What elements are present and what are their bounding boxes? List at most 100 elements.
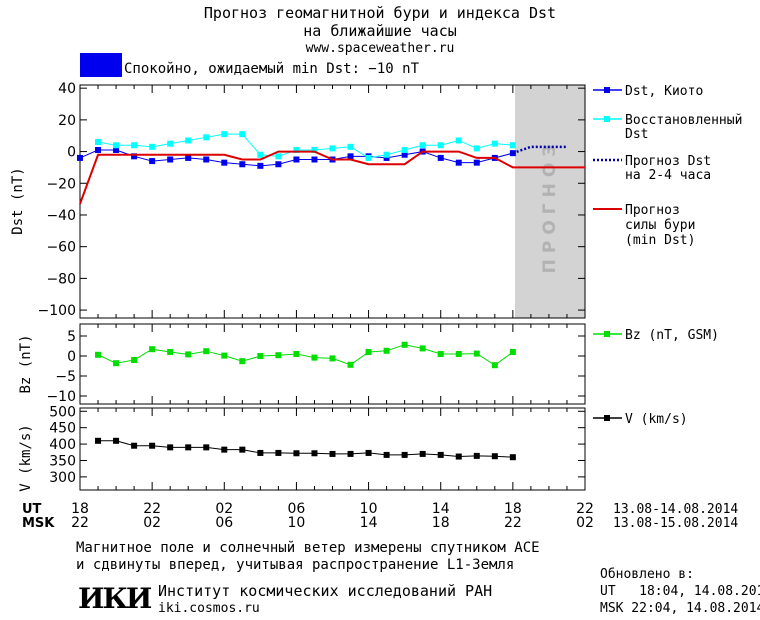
data-point-bz-0 [401, 341, 408, 348]
data-point-v-0 [95, 437, 102, 444]
data-point-dst-1 [347, 143, 354, 150]
ytick-label-dst: −20 [46, 176, 76, 192]
forecast-band [515, 85, 585, 318]
panel-frame-dst [79, 84, 586, 319]
ytick-label-v: 300 [49, 470, 76, 486]
msk-tick-label: 06 [215, 515, 233, 531]
data-point-dst-1 [257, 151, 264, 158]
updated-label: Обновлено в: [600, 567, 694, 582]
panel-frame-v [79, 407, 586, 491]
data-point-dst-0 [257, 162, 264, 169]
ut-tick-label: 18 [504, 501, 522, 517]
data-point-dst-1 [401, 146, 408, 153]
legend-storm-1: Прогноз [625, 203, 680, 218]
data-point-bz-0 [329, 355, 336, 362]
ytick-label-dst: 40 [58, 81, 76, 97]
chart-title: Прогноз геомагнитной бури и индекса Dst [203, 4, 557, 22]
data-point-bz-0 [149, 346, 156, 353]
data-point-dst-1 [509, 142, 516, 149]
site-url[interactable]: www.spaceweather.ru [305, 41, 455, 56]
data-point-dst-0 [383, 154, 390, 161]
data-point-dst-0 [167, 156, 174, 163]
legend-forecast-2: на 2-4 часа [625, 168, 711, 183]
data-point-bz-0 [383, 347, 390, 354]
data-point-v-0 [311, 450, 318, 457]
legend-storm-3: (min Dst) [625, 233, 695, 248]
data-point-dst-0 [131, 153, 138, 160]
data-point-bz-0 [131, 357, 138, 363]
ut-tick-label: 14 [432, 501, 450, 517]
data-point-v-0 [185, 444, 192, 451]
data-point-dst-0 [293, 156, 300, 163]
data-point-dst-1 [293, 146, 300, 153]
data-point-dst-1 [239, 131, 246, 138]
status-text: Спокойно, ожидаемый min Dst: −10 nT [124, 61, 420, 77]
ut-tick-label: 22 [576, 501, 594, 517]
series-line-storm [79, 150, 585, 205]
data-point-v-0 [347, 450, 354, 457]
data-point-dst-0 [149, 158, 156, 165]
data-point-dst-1 [131, 142, 138, 149]
legend-v: V (km/s) [625, 412, 688, 427]
forecast-band-label: ПРОГНОЗ [540, 139, 560, 274]
data-point-v-0 [239, 446, 246, 453]
institute-site[interactable]: iki.cosmos.ru [158, 601, 260, 616]
data-point-dst-0 [239, 161, 246, 168]
msk-tick-label: 14 [360, 515, 378, 531]
data-point-v-0 [455, 453, 462, 460]
data-point-dst-1 [329, 145, 336, 152]
panel-frames: 40 20 0 −20 −40 −60 −80 −100 5 0 −5 −10500450400350… [38, 81, 586, 491]
ytick-label-bz: −5 [55, 369, 76, 385]
data-point-dst-0 [221, 159, 228, 166]
ytick-label-bz: −10 [46, 389, 76, 405]
updated-msk: MSK 22:04, 14.08.2014 [600, 601, 760, 616]
series-line-bz-0 [97, 344, 514, 366]
data-point-bz-0 [95, 351, 102, 358]
data-point-bz-0 [437, 351, 444, 357]
note-line-2: и сдвинуты вперед, учитывая распростране… [76, 557, 515, 573]
data-point-v-0 [491, 453, 498, 460]
status-color-swatch [80, 53, 122, 77]
ytick-label-v: 450 [49, 421, 76, 437]
ytick-label-dst: 0 [67, 145, 76, 161]
msk-tick-label: 02 [143, 515, 161, 531]
ytick-label-dst: −60 [46, 240, 76, 256]
data-point-v-0 [203, 444, 210, 451]
data-point-dst-0 [473, 159, 480, 166]
data-point-bz-0 [491, 362, 498, 369]
data-point-bz-0 [221, 352, 228, 359]
ytick-label-v: 400 [49, 437, 76, 453]
ut-label: UT [22, 502, 42, 517]
data-point-dst-0 [77, 154, 83, 161]
data-point-bz-0 [347, 361, 354, 368]
legend-restored-2: Dst [625, 127, 648, 142]
data-point-dst-0 [455, 159, 462, 166]
series-line-dst-2 [512, 145, 567, 155]
data-point-bz-0 [239, 358, 246, 365]
data-point-dst-0 [347, 153, 354, 160]
data-point-bz-0 [365, 349, 372, 355]
data-point-dst-1 [437, 142, 444, 149]
data-point-bz-0 [203, 348, 210, 355]
data-point-bz-0 [419, 345, 426, 352]
panel-frame-bz [79, 323, 586, 405]
data-point-bz-0 [455, 351, 462, 357]
msk-tick-label: 02 [576, 515, 594, 531]
legend: Dst, Киото Восстановленный Dst Прогноз D… [593, 84, 742, 427]
msk-tick-label: 18 [432, 515, 450, 531]
data-point-dst-0 [401, 151, 408, 158]
data-point-dst-0 [185, 154, 192, 161]
ytick-label-dst: 20 [58, 113, 76, 129]
data-point-v-0 [473, 452, 480, 459]
data-point-dst-0 [437, 154, 444, 161]
iki-logo[interactable]: ИКИ [78, 582, 152, 615]
ut-tick-label: 02 [215, 501, 233, 517]
data-point-dst-1 [95, 139, 102, 146]
data-point-bz-0 [167, 349, 174, 355]
data-point-v-0 [113, 437, 120, 444]
data-point-dst-1 [491, 140, 498, 147]
data-point-v-0 [365, 449, 372, 456]
legend-restored-1: Восстановленный [625, 113, 742, 128]
